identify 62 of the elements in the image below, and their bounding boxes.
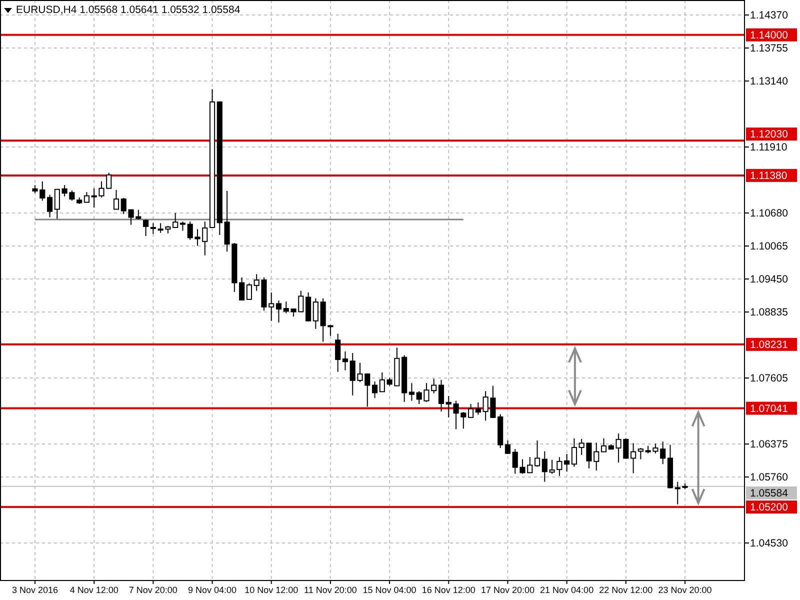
candlestick — [312, 298, 318, 330]
candlestick — [600, 438, 607, 452]
y-tick-label: 1.08835 — [750, 306, 788, 319]
y-tick-label: 1.10065 — [750, 240, 788, 253]
x-tick-label: 4 Nov 12:00 — [70, 585, 118, 595]
x-tick-label: 7 Nov 20:00 — [128, 585, 178, 595]
candlestick — [54, 188, 60, 220]
x-tick-label: 23 Nov 20:00 — [658, 585, 712, 595]
y-tick-label: 1.07605 — [750, 372, 788, 385]
x-tick-label: 15 Nov 04:00 — [362, 585, 416, 595]
candlestick — [534, 440, 540, 468]
x-tick-label: 16 Nov 12:00 — [422, 585, 476, 595]
candlestick — [46, 194, 53, 218]
candlestick — [276, 300, 282, 323]
x-tick-label: 10 Nov 12:00 — [244, 585, 298, 595]
x-tick-label: 3 Nov 2016 — [12, 585, 58, 595]
candlestick — [660, 441, 666, 465]
ref-line-label: 1.11380 — [750, 170, 788, 182]
x-tick-label: 9 Nov 04:00 — [188, 585, 237, 595]
candlestick — [246, 282, 252, 300]
candlestick — [84, 192, 90, 203]
candlestick — [335, 333, 341, 372]
y-tick-label: 1.11910 — [750, 142, 788, 154]
candlestick — [542, 450, 548, 482]
candlestick — [172, 212, 178, 228]
x-tick-label: 11 Nov 20:00 — [304, 585, 357, 595]
ref-line-label: 1.08231 — [750, 339, 788, 352]
candlestick — [468, 404, 474, 418]
candlestick — [379, 372, 385, 392]
candlestick — [564, 453, 570, 472]
candlestick — [571, 438, 577, 468]
candlestick — [113, 189, 120, 210]
candlestick — [408, 382, 414, 402]
candlestick — [143, 218, 149, 237]
y-tick-label: 1.14370 — [750, 10, 788, 22]
candlestick — [504, 440, 511, 454]
ref-line-label: 1.05200 — [750, 502, 788, 514]
ref-line-label: 1.05584 — [750, 488, 788, 500]
x-tick-label: 22 Nov 12:00 — [599, 585, 653, 595]
y-tick-label: 1.04530 — [750, 538, 788, 550]
candlestick — [372, 380, 378, 399]
candlestick — [150, 222, 156, 234]
y-tick-label: 1.05760 — [750, 472, 788, 484]
ref-line-label: 1.14000 — [750, 30, 788, 42]
candlestick — [475, 402, 481, 416]
ref-line-label: 1.07041 — [750, 402, 788, 415]
candlestick — [342, 350, 348, 371]
candlestick — [630, 442, 636, 474]
candlestick — [180, 221, 186, 232]
x-tick-label: 17 Nov 20:00 — [480, 585, 534, 595]
candlestick — [306, 292, 312, 322]
candlestick — [638, 448, 644, 460]
y-tick-label: 1.06375 — [750, 438, 788, 451]
y-tick-label: 1.09450 — [750, 274, 788, 286]
chart-title: EURUSD,H4 1.05568 1.05641 1.05532 1.05584 — [16, 4, 240, 16]
ref-line-label: 1.12030 — [750, 128, 788, 141]
candlestick — [239, 276, 245, 301]
x-tick-label: 21 Nov 04:00 — [540, 585, 594, 595]
y-tick-label: 1.13755 — [750, 42, 788, 55]
y-tick-label: 1.10680 — [750, 208, 788, 220]
y-tick-label: 1.13140 — [750, 76, 788, 88]
candlestick — [438, 379, 444, 412]
